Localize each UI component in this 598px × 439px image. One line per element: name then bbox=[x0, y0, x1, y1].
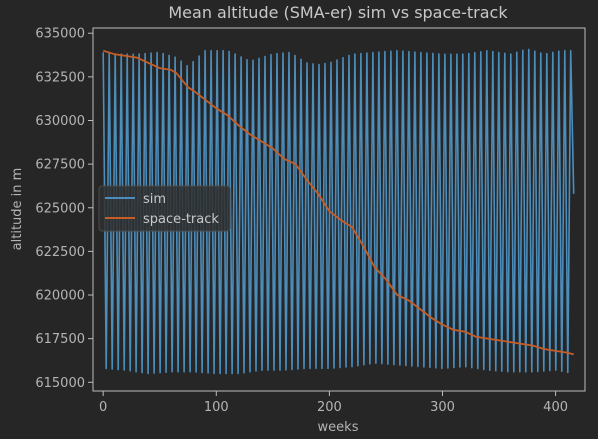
y-tick-label: 635000 bbox=[35, 27, 85, 42]
legend-label-space-track: space-track bbox=[143, 212, 219, 227]
series-line-space-track bbox=[102, 49, 574, 356]
legend: sim space-track bbox=[98, 185, 231, 232]
y-tick-label: 617500 bbox=[35, 332, 85, 347]
x-tick-label: 300 bbox=[430, 400, 455, 415]
series-line-sim bbox=[102, 48, 575, 375]
y-tick-label: 615000 bbox=[35, 376, 85, 391]
axes-frame bbox=[92, 27, 586, 392]
y-tick-label: 625000 bbox=[35, 201, 85, 216]
y-tick-label: 627500 bbox=[35, 158, 85, 173]
x-tick-label: 200 bbox=[317, 400, 342, 415]
y-tick-label: 622500 bbox=[35, 245, 85, 260]
legend-label-sim: sim bbox=[143, 192, 166, 207]
y-axis-label: altitude in m bbox=[10, 168, 25, 251]
y-tick-label: 620000 bbox=[35, 289, 85, 304]
chart-title: Mean altitude (SMA-er) sim vs space-trac… bbox=[168, 3, 508, 22]
x-axis: 0 100 200 300 400 bbox=[99, 391, 568, 415]
y-axis: 615000 617500 620000 622500 625000 627500 6300… bbox=[35, 27, 93, 391]
x-tick-label: 100 bbox=[204, 400, 229, 415]
x-axis-label: weeks bbox=[318, 420, 359, 435]
x-tick-label: 400 bbox=[543, 400, 568, 415]
plot-area bbox=[92, 27, 586, 392]
y-tick-label: 630000 bbox=[35, 114, 85, 129]
y-tick-label: 632500 bbox=[35, 70, 85, 85]
x-tick-label: 0 bbox=[99, 400, 107, 415]
series-layer bbox=[102, 48, 575, 375]
